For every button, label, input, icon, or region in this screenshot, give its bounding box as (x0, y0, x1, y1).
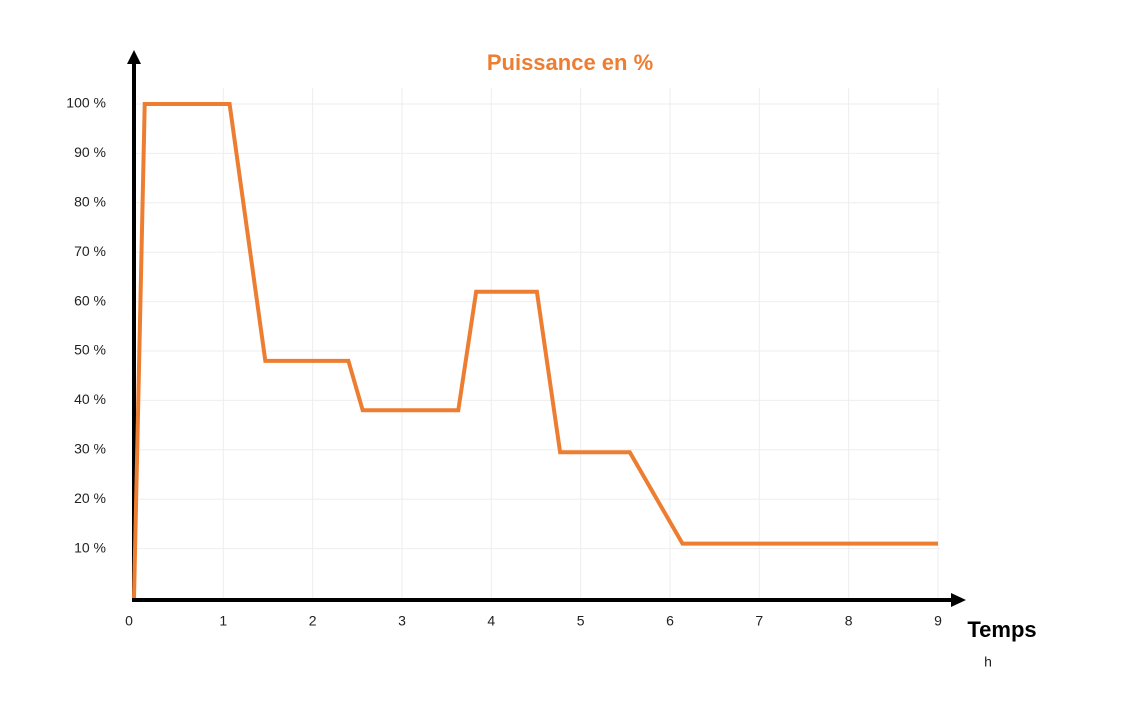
x-axis-unit: h (984, 654, 992, 670)
x-tick-label: 0 (125, 613, 133, 629)
x-tick-label: 9 (934, 613, 942, 629)
chart-title: Puissance en % (487, 50, 653, 75)
y-tick-label: 20 % (74, 490, 106, 506)
y-tick-label: 40 % (74, 391, 106, 407)
x-tick-label: 6 (666, 613, 674, 629)
x-tick-label: 2 (309, 613, 317, 629)
y-tick-label: 90 % (74, 144, 106, 160)
y-tick-label: 10 % (74, 539, 106, 555)
y-tick-label: 60 % (74, 292, 106, 308)
x-tick-label: 8 (845, 613, 853, 629)
grid (133, 88, 940, 600)
x-tick-label: 5 (577, 613, 585, 629)
line (132, 102, 938, 599)
x-axis-label: Temps (967, 617, 1036, 642)
y-tick-label: 80 % (74, 194, 106, 210)
x-tick-label: 3 (398, 613, 406, 629)
y-tick-label: 100 % (66, 95, 106, 111)
y-tick-label: 70 % (74, 243, 106, 259)
x-tick-label: 4 (487, 613, 495, 629)
y-tick-label: 50 % (74, 342, 106, 358)
x-tick-label: 7 (755, 613, 763, 629)
x-axis-arrow (951, 593, 966, 607)
x-tick-label: 1 (219, 613, 227, 629)
y-axis-arrow (127, 50, 141, 64)
y-tick-label: 30 % (74, 441, 106, 457)
